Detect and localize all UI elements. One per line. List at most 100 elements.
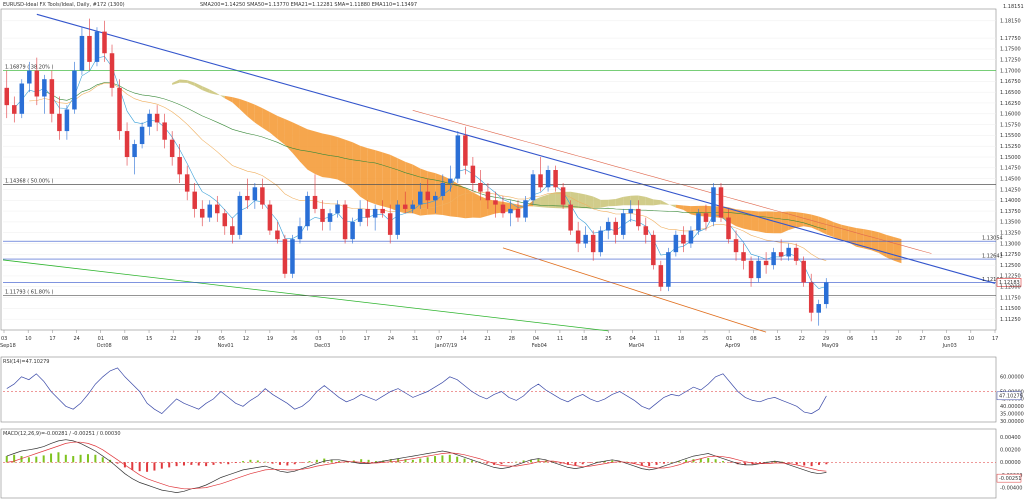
candle-body bbox=[688, 230, 694, 244]
candle-body bbox=[793, 247, 799, 261]
cloud-segment bbox=[751, 210, 759, 232]
macd-histogram-bar bbox=[729, 462, 732, 463]
candle-body bbox=[786, 247, 791, 257]
time-tick-label: 27 bbox=[919, 336, 925, 342]
macd-histogram-bar bbox=[426, 457, 429, 463]
price-tick-label: 1.17000 bbox=[1000, 68, 1021, 74]
level-label: 1.12641 bbox=[982, 254, 1003, 260]
rsi-value-label: 47.10279 bbox=[999, 394, 1023, 400]
macd-histogram-bar bbox=[611, 460, 614, 463]
candle-body bbox=[327, 213, 333, 222]
candle-body bbox=[681, 234, 686, 244]
month-label: Apr09 bbox=[725, 343, 740, 349]
macd-histogram-bar bbox=[389, 459, 392, 463]
macd-histogram-bar bbox=[271, 462, 274, 464]
cloud-segment bbox=[683, 205, 691, 215]
macd-histogram-bar bbox=[13, 454, 16, 463]
candle-body bbox=[132, 144, 137, 158]
candle-body bbox=[169, 139, 175, 158]
macd-histogram-bar bbox=[574, 462, 577, 466]
month-label: Jun03 bbox=[942, 343, 957, 349]
cloud-segment bbox=[863, 229, 872, 251]
cloud-segment bbox=[758, 211, 767, 233]
candle-body bbox=[696, 213, 701, 231]
candle-body bbox=[320, 208, 325, 222]
price-tick-label: 1.14750 bbox=[1000, 166, 1021, 172]
macd-histogram-bar bbox=[131, 462, 134, 470]
macd-histogram-bar bbox=[448, 454, 451, 463]
candle-body bbox=[545, 170, 551, 188]
candle-body bbox=[365, 208, 370, 218]
month-label: Sep18 bbox=[0, 343, 16, 349]
candle-body bbox=[230, 226, 235, 235]
time-tick-label: 29 bbox=[194, 336, 200, 342]
cloud-segment bbox=[322, 133, 331, 178]
candle-body bbox=[260, 187, 265, 205]
price-tick-label: 1.13500 bbox=[1000, 220, 1021, 226]
top-right-price: 1.18151 bbox=[1003, 4, 1024, 10]
macd-signal-line bbox=[6, 441, 827, 490]
macd-line bbox=[6, 439, 827, 493]
macd-histogram-bar bbox=[234, 462, 237, 463]
macd-histogram-bar bbox=[596, 461, 599, 463]
macd-histogram-bar bbox=[168, 462, 171, 468]
candle-body bbox=[237, 195, 243, 235]
price-tick-label: 1.17500 bbox=[1000, 47, 1021, 53]
price-tick-label: 1.12000 bbox=[1000, 285, 1021, 291]
candle-body bbox=[418, 191, 423, 205]
candle-body bbox=[380, 208, 385, 214]
symbol-header: EURUSD-Ideal FX Tools/Ideal, Daily, #172… bbox=[3, 2, 125, 8]
candle-body bbox=[590, 234, 596, 253]
cloud-segment bbox=[668, 204, 676, 208]
macd-histogram-bar bbox=[507, 462, 510, 463]
candle-body bbox=[455, 135, 461, 179]
cloud-segment bbox=[600, 199, 609, 208]
candle-body bbox=[568, 204, 573, 231]
time-tick-label: 10 bbox=[339, 336, 345, 342]
time-tick-label: 04 bbox=[629, 336, 635, 342]
candle-body bbox=[778, 252, 784, 257]
time-tick-label: 18 bbox=[678, 336, 684, 342]
candle-body bbox=[553, 170, 558, 188]
macd-value-box bbox=[996, 473, 1022, 483]
candle-body bbox=[440, 182, 446, 196]
macd-histogram-bar bbox=[404, 459, 407, 463]
candle-body bbox=[718, 187, 724, 218]
time-tick-label: 31 bbox=[412, 336, 418, 342]
cloud-segment bbox=[292, 122, 300, 162]
price-tick-label: 1.12750 bbox=[1000, 252, 1021, 258]
cloud-segment bbox=[608, 199, 616, 207]
macd-histogram-bar bbox=[626, 461, 629, 463]
price-tick-label: 1.15250 bbox=[1000, 144, 1021, 150]
candle-body bbox=[192, 191, 197, 209]
month-label: Jan07/19 bbox=[434, 343, 457, 349]
rsi-line bbox=[6, 367, 827, 415]
candle-body bbox=[448, 178, 453, 183]
macd-histogram-bar bbox=[153, 462, 156, 471]
macd-histogram-bar bbox=[182, 462, 185, 466]
cloud-segment bbox=[239, 99, 248, 117]
macd-histogram-bar bbox=[330, 459, 333, 463]
candle-body bbox=[290, 239, 295, 274]
rsi-tick-label: 60.00000 bbox=[1000, 375, 1024, 381]
time-tick-label: 04 bbox=[533, 336, 539, 342]
macd-histogram-bar bbox=[50, 453, 53, 463]
time-tick-label: 10 bbox=[25, 336, 31, 342]
macd-histogram-bar bbox=[205, 462, 208, 467]
rsi-panel-frame bbox=[0, 356, 997, 423]
cloud-segment bbox=[194, 82, 203, 91]
macd-histogram-bar bbox=[803, 462, 806, 466]
candle-body bbox=[42, 79, 47, 97]
candle-body bbox=[64, 109, 70, 132]
candle-body bbox=[575, 230, 581, 244]
price-tick-label: 1.18150 bbox=[1000, 19, 1021, 25]
macd-histogram-bar bbox=[788, 462, 791, 463]
price-panel-frame bbox=[0, 8, 997, 331]
cloud-segment bbox=[390, 154, 398, 212]
macd-histogram-bar bbox=[456, 456, 459, 463]
macd-histogram-bar bbox=[825, 462, 828, 465]
cloud-segment bbox=[232, 97, 240, 110]
macd-histogram-bar bbox=[35, 456, 38, 463]
candle-body bbox=[538, 174, 543, 188]
